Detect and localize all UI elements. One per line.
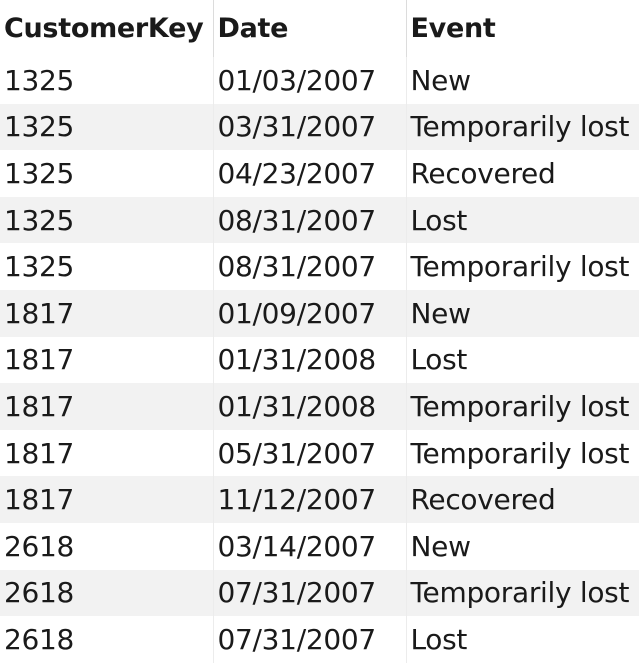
date-cell: 05/31/2007 (213, 429, 407, 477)
customerkey-cell: 1817 (0, 476, 214, 523)
date-cell: 01/09/2007 (213, 289, 407, 337)
table-row[interactable]: 1325 03/31/2007 Temporarily lost (0, 103, 639, 151)
event-cell: Recovered (410, 483, 556, 517)
event-cell: Temporarily lost (410, 389, 630, 423)
event-cell: Temporarily lost (410, 250, 630, 284)
table-row[interactable]: 1817 11/12/2007 Recovered (0, 476, 639, 523)
column-header-customerkey[interactable]: CustomerKey (0, 0, 214, 57)
date-cell: 03/31/2007 (213, 103, 407, 151)
customerkey-cell: 2618 (0, 569, 214, 617)
customerkey-cell: 1325 (0, 57, 214, 104)
event-cell: Lost (410, 203, 468, 237)
table-row[interactable]: 1817 01/31/2008 Temporarily lost (0, 383, 639, 430)
customerkey-cell: 1817 (0, 383, 214, 430)
customerkey-cell: 2618 (0, 616, 214, 663)
table-row[interactable]: 1817 01/31/2008 Lost (0, 336, 639, 384)
table-body: 1325 01/03/2007 New 1325 03/31/2007 Temporari… (0, 57, 639, 663)
event-cell: Lost (410, 622, 468, 656)
column-header-event[interactable]: Event (406, 0, 639, 57)
date-cell: 01/03/2007 (213, 57, 407, 104)
event-cell: New (410, 529, 471, 563)
table-row[interactable]: 1325 08/31/2007 Lost (0, 196, 639, 244)
event-cell: New (410, 63, 471, 97)
date-cell: 07/31/2007 (213, 616, 407, 663)
table-row[interactable]: 2618 07/31/2007 Temporarily lost (0, 569, 639, 617)
table-row[interactable]: 1817 05/31/2007 Temporarily lost (0, 429, 639, 477)
table-row[interactable]: 1325 08/31/2007 Temporarily lost (0, 243, 639, 290)
date-cell: 11/12/2007 (213, 476, 407, 523)
table-header: CustomerKey Date Event (0, 0, 639, 57)
customerkey-cell: 1325 (0, 103, 214, 151)
date-cell: 01/31/2008 (213, 336, 407, 384)
date-cell: 04/23/2007 (213, 150, 407, 197)
date-cell: 08/31/2007 (213, 243, 407, 290)
customerkey-cell: 1325 (0, 196, 214, 244)
event-cell: New (410, 296, 471, 330)
column-header-date[interactable]: Date (213, 0, 407, 57)
customerkey-cell: 1817 (0, 289, 214, 337)
table-row[interactable]: 1817 01/09/2007 New (0, 289, 639, 337)
date-cell: 08/31/2007 (213, 196, 407, 244)
table-row[interactable]: 2618 03/14/2007 New (0, 522, 639, 570)
customerkey-cell: 1817 (0, 429, 214, 477)
event-cell: Temporarily lost (410, 110, 630, 144)
customerkey-cell: 2618 (0, 522, 214, 570)
customerkey-cell: 1325 (0, 150, 214, 197)
event-cell: Lost (410, 343, 468, 377)
header-row: CustomerKey Date Event (0, 0, 639, 57)
customerkey-cell: 1325 (0, 243, 214, 290)
table-row[interactable]: 1325 01/03/2007 New (0, 57, 639, 104)
date-cell: 03/14/2007 (213, 522, 407, 570)
date-cell: 07/31/2007 (213, 569, 407, 617)
customerkey-cell: 1817 (0, 336, 214, 384)
event-cell: Recovered (410, 156, 556, 190)
event-cell: Temporarily lost (410, 576, 630, 610)
event-cell: Temporarily lost (410, 436, 630, 470)
table-row[interactable]: 1325 04/23/2007 Recovered (0, 150, 639, 197)
date-cell: 01/31/2008 (213, 383, 407, 430)
table-row[interactable]: 2618 07/31/2007 Lost (0, 616, 639, 663)
